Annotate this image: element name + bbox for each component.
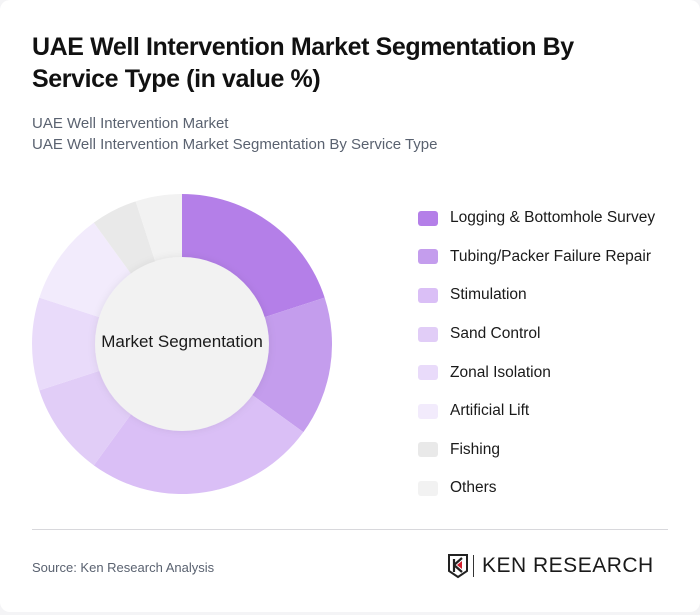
legend-label: Sand Control: [450, 325, 541, 343]
legend-swatch: [418, 365, 438, 381]
logo-separator: [473, 555, 474, 577]
ken-research-logo: KEN RESEARCH: [447, 553, 654, 579]
legend-swatch: [418, 249, 438, 265]
donut-center-label: Market Segmentation: [101, 332, 263, 351]
donut-chart: [32, 194, 332, 494]
legend-swatch: [418, 442, 438, 458]
ken-shield-icon: [448, 554, 468, 579]
legend-swatch: [418, 287, 438, 303]
legend-item[interactable]: Fishing: [418, 431, 655, 470]
legend-label: Artificial Lift: [450, 402, 530, 420]
legend-item[interactable]: Sand Control: [418, 315, 655, 354]
chart-title: UAE Well Intervention Market Segmentatio…: [32, 33, 574, 93]
footer-divider: [32, 529, 668, 530]
legend-label: Tubing/Packer Failure Repair: [450, 247, 652, 265]
legend-label: Fishing: [450, 440, 500, 458]
legend-item[interactable]: Stimulation: [418, 276, 655, 315]
source-note: Source: Ken Research Analysis: [32, 560, 215, 575]
donut-hole: [95, 257, 269, 431]
legend-item[interactable]: Artificial Lift: [418, 392, 655, 431]
legend-label: Zonal Isolation: [450, 363, 551, 381]
legend-swatch: [418, 403, 438, 419]
legend-label: Others: [450, 479, 497, 497]
subtitle-line-2: UAE Well Intervention Market Segmentatio…: [32, 136, 438, 153]
legend-item[interactable]: Zonal Isolation: [418, 353, 655, 392]
legend-swatch: [418, 210, 438, 226]
legend-label: Stimulation: [450, 286, 527, 304]
legend-label: Logging & Bottomhole Survey: [450, 209, 656, 227]
legend-item[interactable]: Tubing/Packer Failure Repair: [418, 238, 655, 277]
logo-text: KEN RESEARCH: [482, 554, 654, 577]
legend-swatch: [418, 480, 438, 496]
legend-swatch: [418, 326, 438, 342]
legend-item[interactable]: Others: [418, 469, 655, 508]
chart-legend: Logging & Bottomhole Survey Tubing/Packer…: [418, 199, 655, 508]
subtitle-line-1: UAE Well Intervention Market: [32, 115, 229, 132]
chart-subtitle: UAE Well Intervention Market UAE Well In…: [32, 113, 437, 155]
legend-item[interactable]: Logging & Bottomhole Survey: [418, 199, 655, 238]
